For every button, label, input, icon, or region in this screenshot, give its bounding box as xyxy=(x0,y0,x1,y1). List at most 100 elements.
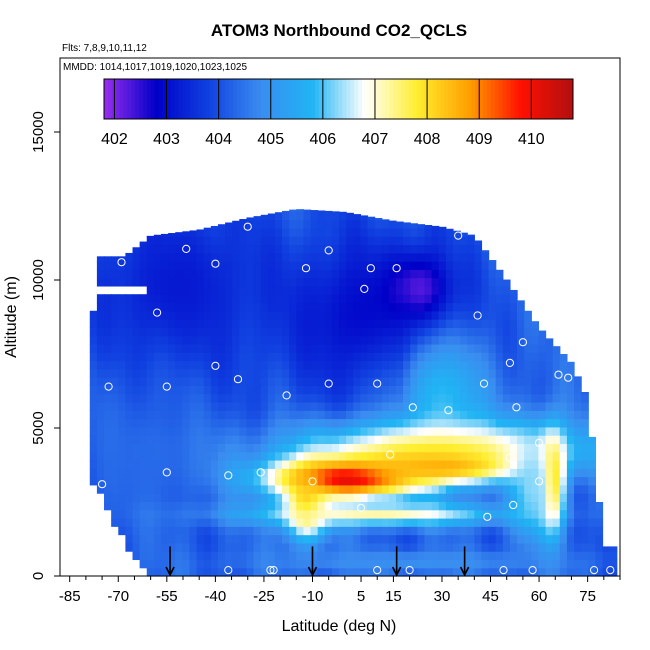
heatmap-cell xyxy=(267,517,276,527)
heatmap-cell xyxy=(153,476,162,486)
heatmap-cell xyxy=(182,459,191,469)
heatmap-cell xyxy=(339,401,347,411)
sample-points xyxy=(49,198,615,575)
heatmap-cell xyxy=(196,319,205,328)
heatmap-cell xyxy=(509,443,518,453)
heatmap-cell xyxy=(225,377,233,386)
heatmap-cell xyxy=(346,567,354,577)
heatmap-cell xyxy=(367,327,376,337)
heatmap-cell xyxy=(253,426,262,436)
heatmap-cell xyxy=(210,360,219,370)
heatmap-cell xyxy=(146,285,155,295)
heatmap-cell xyxy=(524,567,532,577)
heatmap-cell xyxy=(296,484,305,494)
heatmap-cell xyxy=(374,219,383,229)
heatmap-cell xyxy=(331,310,340,320)
heatmap-cell xyxy=(360,285,369,295)
heatmap-cell xyxy=(232,377,240,386)
heatmap-cell xyxy=(153,484,162,494)
heatmap-cell xyxy=(168,352,176,362)
heatmap-cell xyxy=(524,343,532,353)
heatmap-cell xyxy=(225,319,233,328)
heatmap-cell xyxy=(253,443,262,453)
heatmap-cell xyxy=(559,368,568,378)
sample-point xyxy=(444,406,453,415)
colorbar-swatch xyxy=(217,79,222,119)
heatmap-cell xyxy=(353,468,361,478)
heatmap-cell xyxy=(260,269,269,279)
heatmap-cell xyxy=(274,401,283,411)
heatmap-cell xyxy=(331,343,340,353)
colorbar-swatch xyxy=(358,79,363,119)
heatmap-cell xyxy=(111,418,119,428)
heatmap-cell xyxy=(232,410,240,420)
colorbar-swatch xyxy=(420,79,425,119)
heatmap-cell xyxy=(331,567,340,577)
heatmap-cell xyxy=(331,418,340,428)
heatmap-cell xyxy=(367,244,376,254)
colorbar-swatch xyxy=(451,79,457,119)
heatmap-cell xyxy=(267,559,276,569)
heatmap-cell xyxy=(524,360,532,370)
heatmap-cell xyxy=(559,551,568,561)
heatmap-cell xyxy=(388,385,397,395)
heatmap-cell xyxy=(417,294,426,304)
heatmap-cell xyxy=(104,343,112,353)
heatmap-cell xyxy=(139,501,148,511)
dates-annotation: MMDD: 1014,1017,1019,1020,1023,1025 xyxy=(63,62,247,73)
heatmap-cell xyxy=(360,310,369,320)
heatmap-cell xyxy=(310,261,319,270)
heatmap-cell xyxy=(388,236,397,246)
colorbar-swatch xyxy=(483,79,488,119)
heatmap-cell xyxy=(360,219,369,229)
heatmap-cell xyxy=(410,401,418,411)
heatmap-cell xyxy=(481,493,490,503)
heatmap-cell xyxy=(438,302,447,312)
heatmap-cell xyxy=(274,360,283,370)
heatmap-cell xyxy=(360,269,369,279)
heatmap-cell xyxy=(388,377,397,386)
heatmap-cell xyxy=(353,277,361,287)
heatmap-cell xyxy=(274,212,283,221)
heatmap-cell xyxy=(346,509,354,519)
heatmap-cell xyxy=(175,551,183,561)
heatmap-cell xyxy=(531,418,540,428)
heatmap-cell xyxy=(146,443,155,453)
heatmap-cell xyxy=(196,410,205,420)
heatmap-cell xyxy=(531,559,540,569)
heatmap-cell xyxy=(196,534,205,544)
heatmap-cell xyxy=(225,418,233,428)
heatmap-cell xyxy=(531,321,540,328)
heatmap-cell xyxy=(139,327,148,337)
heatmap-cell xyxy=(210,534,219,544)
heatmap-cell xyxy=(203,418,212,428)
heatmap-cell xyxy=(303,211,312,221)
heatmap-cell xyxy=(517,501,525,511)
heatmap-cell xyxy=(303,435,312,444)
heatmap-cell xyxy=(146,451,155,461)
heatmap-cell xyxy=(374,493,383,503)
heatmap-cell xyxy=(267,213,276,221)
heatmap-cell xyxy=(431,285,440,295)
heatmap-cell xyxy=(346,294,354,304)
heatmap-cell xyxy=(139,352,148,362)
heatmap-cell xyxy=(146,476,155,486)
heatmap-cell xyxy=(509,360,518,370)
heatmap-cell xyxy=(417,252,426,262)
heatmap-cell xyxy=(381,310,390,320)
heatmap-cell xyxy=(588,534,596,544)
heatmap-cell xyxy=(182,352,191,362)
heatmap-cell xyxy=(474,360,483,370)
heatmap-cell xyxy=(417,377,426,386)
heatmap-cell xyxy=(517,443,525,453)
colorbar-swatch xyxy=(229,79,234,119)
heatmap-cell xyxy=(367,252,376,262)
heatmap-cell xyxy=(467,327,475,337)
heatmap-cell xyxy=(289,236,297,246)
heatmap-cell xyxy=(467,261,475,270)
heatmap-cell xyxy=(225,567,233,577)
heatmap-cell xyxy=(566,361,575,370)
heatmap-cell xyxy=(509,327,518,337)
heatmap-cell xyxy=(574,451,582,461)
heatmap-cell xyxy=(417,285,426,295)
